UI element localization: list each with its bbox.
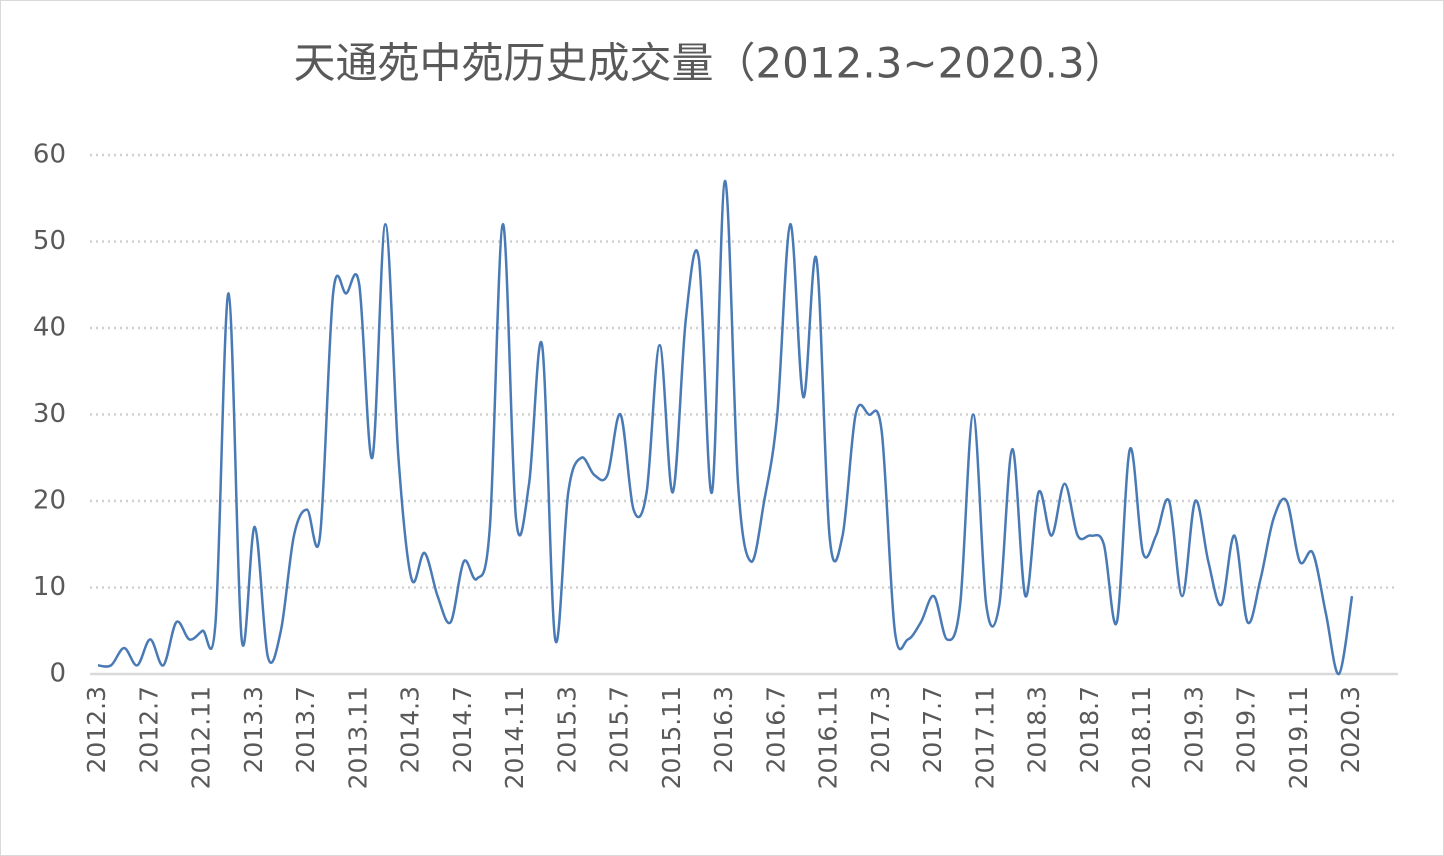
x-tick-label: 2017.7	[918, 686, 947, 773]
y-tick-label: 30	[33, 399, 66, 429]
x-tick-label: 2012.7	[134, 686, 163, 773]
x-tick-label: 2015.3	[552, 686, 581, 773]
x-tick-label: 2012.3	[82, 686, 111, 773]
y-tick-label: 60	[33, 140, 66, 170]
x-tick-label: 2014.7	[448, 686, 477, 773]
x-tick-label: 2014.3	[396, 686, 425, 773]
x-tick-label: 2018.11	[1127, 686, 1156, 789]
x-tick-label: 2018.7	[1075, 686, 1104, 773]
y-tick-label: 20	[33, 486, 66, 516]
x-tick-label: 2019.7	[1232, 686, 1261, 773]
line-series	[97, 179, 1354, 676]
y-tick-label: 40	[33, 313, 66, 343]
x-tick-label: 2013.11	[343, 686, 372, 789]
x-tick-label: 2012.11	[187, 686, 216, 789]
x-tick-label: 2017.11	[970, 686, 999, 789]
x-tick-label: 2013.3	[239, 686, 268, 773]
y-tick-label: 0	[49, 659, 66, 689]
chart-title: 天通苑中苑历史成交量（2012.3~2020.3）	[293, 39, 1126, 88]
x-tick-label: 2018.3	[1023, 686, 1052, 773]
x-tick-label: 2014.11	[500, 686, 529, 789]
x-tick-label: 2017.3	[866, 686, 895, 773]
y-tick-label: 50	[33, 226, 66, 256]
x-tick-label: 2020.3	[1336, 686, 1365, 773]
y-tick-label: 10	[33, 572, 66, 602]
x-tick-label: 2016.11	[814, 686, 843, 789]
x-tick-label: 2019.3	[1179, 686, 1208, 773]
x-tick-label: 2015.11	[657, 686, 686, 789]
x-tick-label: 2013.7	[291, 686, 320, 773]
x-tick-label: 2019.11	[1284, 686, 1313, 789]
x-tick-label: 2016.3	[709, 686, 738, 773]
x-tick-label: 2015.7	[605, 686, 634, 773]
x-tick-label: 2016.7	[761, 686, 790, 773]
